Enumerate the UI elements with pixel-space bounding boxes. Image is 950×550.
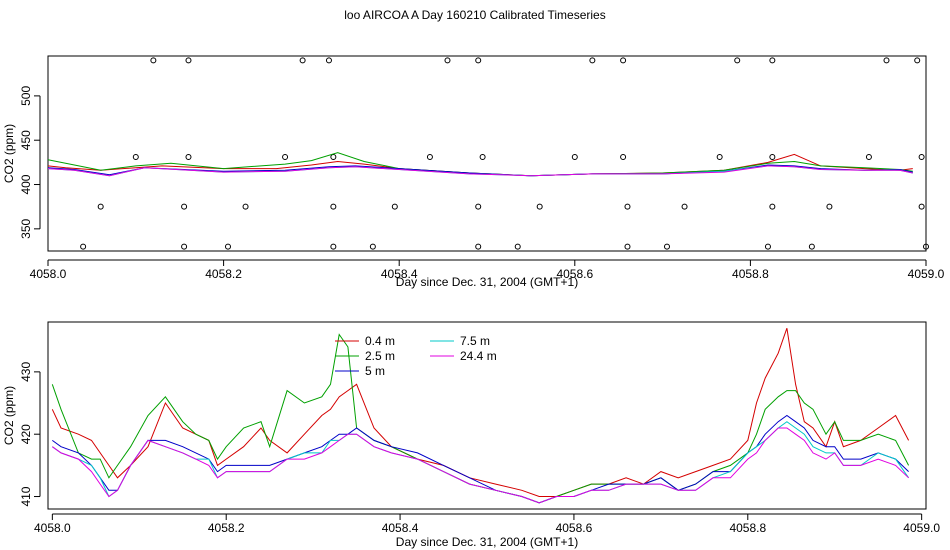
x-tick-label: 4058.0 bbox=[30, 267, 67, 281]
legend-label: 24.4 m bbox=[460, 349, 497, 363]
data-point-marker bbox=[514, 243, 521, 250]
data-point-marker bbox=[918, 154, 925, 161]
data-point-marker bbox=[325, 57, 332, 64]
y-tick-label: 430 bbox=[19, 362, 33, 382]
x-tick-label: 4058.2 bbox=[205, 267, 242, 281]
y-axis-label: CO2 (ppm) bbox=[2, 386, 16, 445]
data-point-marker bbox=[282, 154, 289, 161]
data-point-marker bbox=[330, 203, 337, 210]
data-point-marker bbox=[571, 154, 578, 161]
data-point-marker bbox=[369, 243, 376, 250]
series-line-24-4-m bbox=[52, 427, 909, 504]
data-point-marker bbox=[918, 203, 925, 210]
data-point-marker bbox=[391, 203, 398, 210]
data-point-marker bbox=[716, 154, 723, 161]
data-point-marker bbox=[624, 203, 631, 210]
data-point-marker bbox=[914, 57, 921, 64]
data-point-marker bbox=[242, 203, 249, 210]
series-line-7-5-m bbox=[52, 421, 910, 504]
series-line-5-m bbox=[52, 414, 909, 504]
data-point-marker bbox=[808, 243, 815, 250]
legend-label: 2.5 m bbox=[365, 349, 395, 363]
y-tick-label: 410 bbox=[19, 486, 33, 506]
data-point-marker bbox=[589, 57, 596, 64]
data-point-marker bbox=[536, 203, 543, 210]
data-point-marker bbox=[620, 57, 627, 64]
x-tick-label: 4058.4 bbox=[381, 267, 418, 281]
data-point-marker bbox=[444, 57, 451, 64]
data-point-marker bbox=[426, 154, 433, 161]
data-point-marker bbox=[663, 243, 670, 250]
data-point-marker bbox=[883, 57, 890, 64]
data-point-marker bbox=[475, 243, 482, 250]
y-axis-label: CO2 (ppm) bbox=[2, 124, 16, 183]
x-tick-label: 4058.0 bbox=[34, 521, 71, 535]
data-point-marker bbox=[475, 203, 482, 210]
data-point-marker bbox=[330, 243, 337, 250]
y-tick-label: 500 bbox=[19, 86, 33, 106]
plot-frame-2 bbox=[47, 321, 927, 510]
data-point-marker bbox=[181, 243, 188, 250]
x-tick-label: 4058.8 bbox=[732, 267, 769, 281]
x-tick-label: 4059.0 bbox=[908, 267, 945, 281]
plot-frame-1 bbox=[47, 55, 927, 252]
data-point-marker bbox=[620, 154, 627, 161]
x-axis-label: Day since Dec. 31, 2004 (GMT+1) bbox=[396, 535, 578, 549]
data-point-marker bbox=[150, 57, 157, 64]
data-point-marker bbox=[764, 243, 771, 250]
data-point-marker bbox=[923, 243, 929, 250]
data-point-marker bbox=[479, 154, 486, 161]
data-point-marker bbox=[185, 154, 192, 161]
legend-label: 0.4 m bbox=[365, 334, 395, 348]
data-point-marker bbox=[97, 203, 104, 210]
data-point-marker bbox=[132, 154, 139, 161]
x-tick-label: 4058.4 bbox=[382, 521, 419, 535]
data-point-marker bbox=[769, 154, 776, 161]
series-line-24-4-m bbox=[47, 165, 913, 177]
data-point-marker bbox=[769, 57, 776, 64]
data-point-marker bbox=[681, 203, 688, 210]
legend-label: 5 m bbox=[365, 364, 385, 378]
x-tick-label: 4058.6 bbox=[556, 267, 593, 281]
x-tick-label: 4058.8 bbox=[729, 521, 766, 535]
y-tick-label: 420 bbox=[19, 424, 33, 444]
data-point-marker bbox=[865, 154, 872, 161]
legend-label: 7.5 m bbox=[460, 334, 490, 348]
data-point-marker bbox=[185, 57, 192, 64]
x-tick-label: 4059.0 bbox=[903, 521, 940, 535]
data-point-marker bbox=[299, 57, 306, 64]
x-axis-label: Day since Dec. 31, 2004 (GMT+1) bbox=[396, 275, 578, 289]
data-point-marker bbox=[826, 203, 833, 210]
data-point-marker bbox=[769, 203, 776, 210]
data-point-marker bbox=[734, 57, 741, 64]
y-tick-label: 450 bbox=[19, 130, 33, 150]
data-point-marker bbox=[330, 154, 337, 161]
data-point-marker bbox=[624, 243, 631, 250]
y-tick-label: 350 bbox=[19, 219, 33, 239]
y-tick-label: 400 bbox=[19, 174, 33, 194]
data-point-marker bbox=[80, 243, 87, 250]
x-tick-label: 4058.2 bbox=[208, 521, 245, 535]
data-point-marker bbox=[181, 203, 188, 210]
data-point-marker bbox=[475, 57, 482, 64]
chart-title: loo AIRCOA A Day 160210 Calibrated Times… bbox=[344, 8, 606, 22]
data-point-marker bbox=[224, 243, 231, 250]
x-tick-label: 4058.6 bbox=[556, 521, 593, 535]
